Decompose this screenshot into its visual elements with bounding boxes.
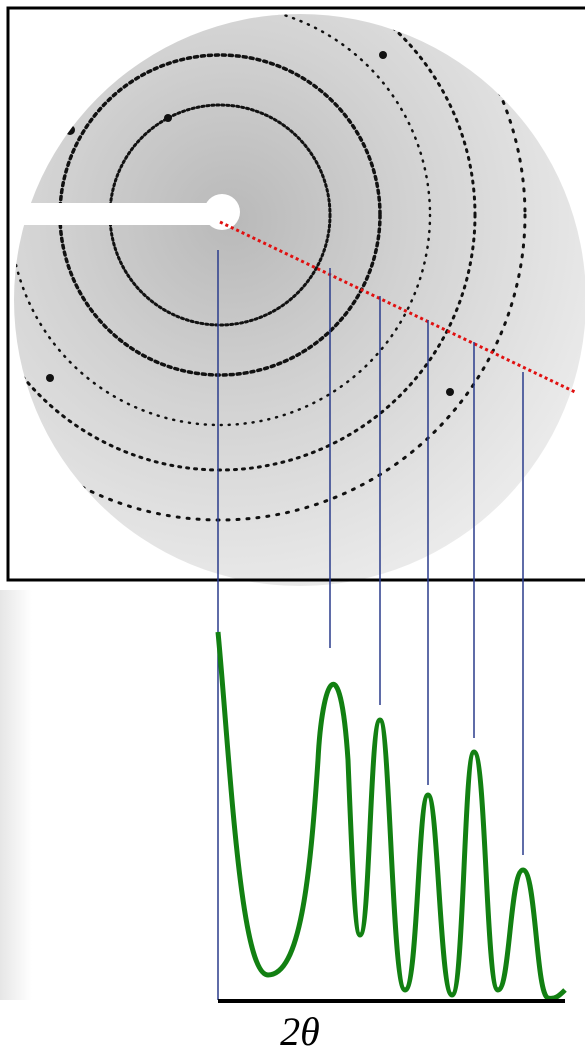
axis-label: 2θ (280, 1009, 320, 1054)
page: {"axis_label": "2θ"} (0, 0, 585, 1061)
side-strip (0, 590, 32, 1000)
spot (46, 374, 54, 382)
diffraction-diagram: 2θ (0, 0, 585, 1061)
beam-stop-arm (18, 203, 222, 225)
detector-image (0, 0, 585, 586)
spot (65, 125, 75, 135)
detector (14, 14, 585, 586)
spot (379, 51, 387, 59)
spot (446, 388, 454, 396)
spot (164, 114, 172, 122)
intensity-profile (218, 632, 565, 998)
